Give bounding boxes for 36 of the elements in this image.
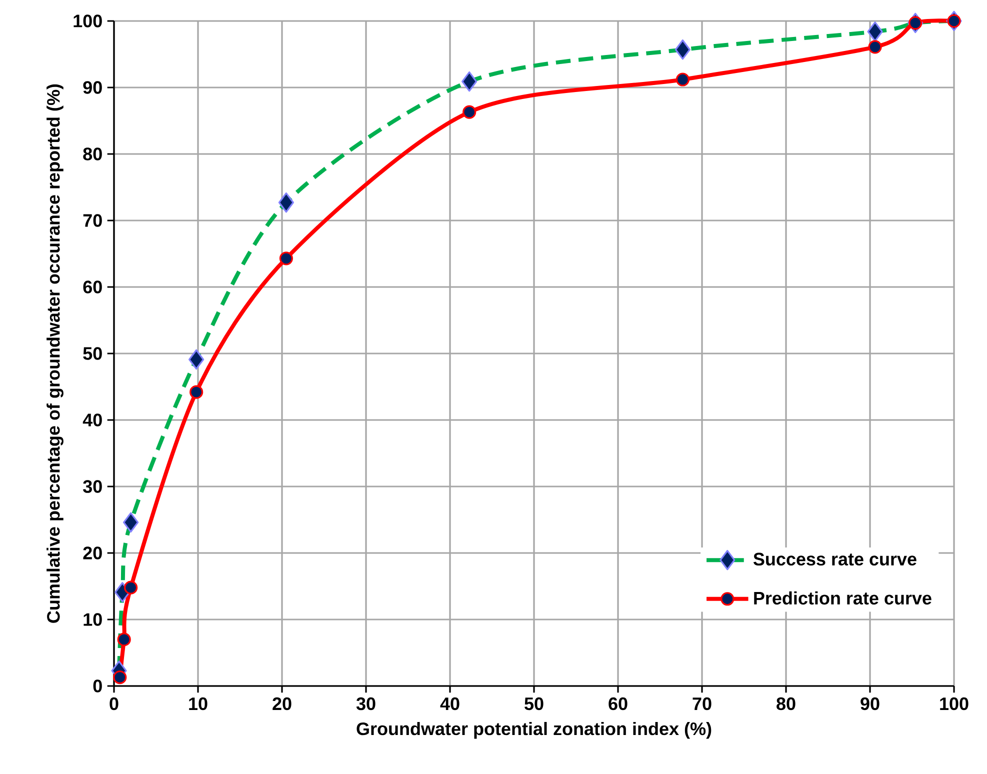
point (868, 40, 882, 54)
x-tick-label: 0 (110, 697, 118, 710)
point (676, 72, 690, 86)
y-tick-label: 90 (83, 81, 102, 94)
point (462, 105, 476, 119)
point (117, 632, 131, 646)
x-tick-label: 50 (524, 697, 544, 710)
x-tick-label: 10 (189, 697, 208, 710)
point (947, 14, 961, 28)
y-axis-title: Cumulative percentage of groundwater occurance reported (%) (46, 84, 64, 623)
x-tick-label: 30 (356, 697, 376, 710)
y-tick-label: 20 (83, 546, 102, 560)
point (908, 16, 922, 30)
y-tick-label: 80 (83, 148, 102, 160)
x-tick-label: 80 (776, 697, 796, 710)
point (113, 670, 127, 684)
x-tick-label: 100 (940, 697, 968, 710)
point (124, 580, 138, 594)
y-tick-label: 30 (83, 480, 102, 493)
x-tick-label: 40 (440, 697, 460, 710)
point (190, 385, 204, 399)
y-tick-label: 10 (84, 613, 102, 626)
x-tick-label: 20 (272, 697, 292, 710)
y-tick-label: 0 (93, 680, 102, 692)
x-axis-title: Groundwater potential zonation index (%) (356, 722, 712, 739)
y-tick-label: 50 (83, 347, 102, 360)
y-tick-label: 60 (83, 280, 102, 294)
x-tick-label: 60 (608, 697, 628, 710)
y-tick-label: 100 (74, 14, 102, 28)
x-tick-label: 90 (860, 697, 880, 710)
legend-label: Prediction rate curve (754, 591, 932, 605)
y-tick-label: 70 (83, 214, 102, 227)
y-tick-label: 40 (82, 414, 102, 426)
x-tick-label: 70 (692, 697, 712, 710)
point (279, 252, 294, 266)
legend-label: Success rate curve (753, 552, 916, 566)
